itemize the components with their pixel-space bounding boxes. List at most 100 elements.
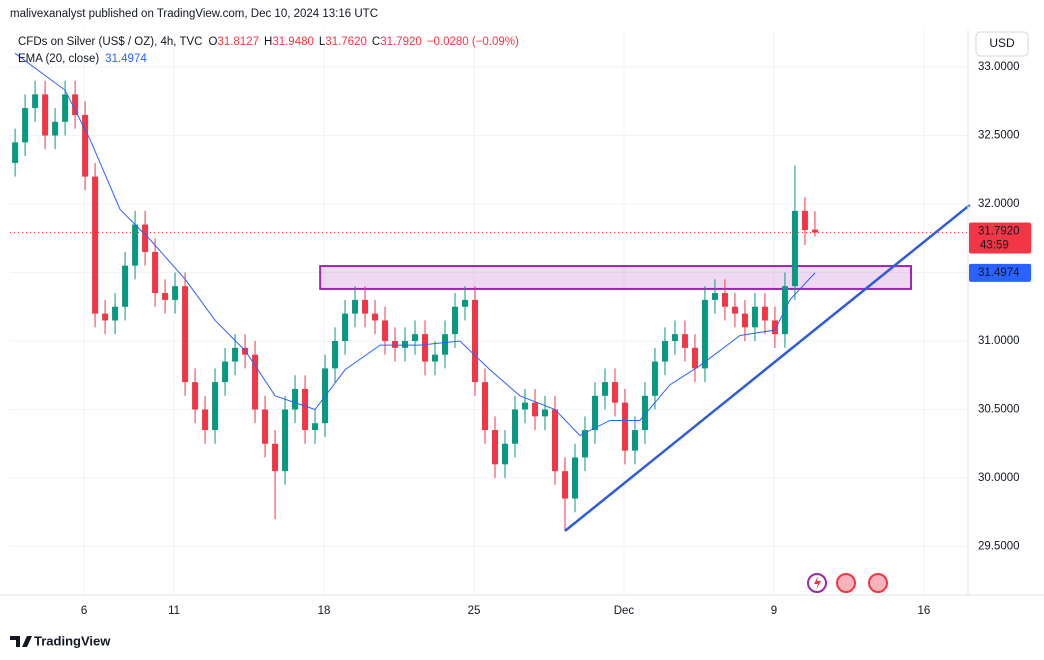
candle-body [282, 409, 289, 472]
x-tick-label: 18 [318, 605, 331, 617]
candle-body [571, 457, 578, 499]
candle-body [472, 299, 479, 383]
candle-body [521, 402, 528, 410]
currency-label[interactable]: USD [989, 36, 1015, 50]
candle-body [262, 409, 269, 444]
y-tick-label: 31.0000 [978, 335, 1020, 347]
candle-body [232, 347, 239, 362]
candle-body [511, 409, 518, 444]
last-price-label: 31.7920 [978, 226, 1020, 238]
candle-body [202, 409, 209, 431]
candle-body [581, 430, 588, 458]
y-tick-label: 33.0000 [978, 61, 1020, 73]
candle-body [212, 382, 219, 431]
ema-value: 31.4974 [105, 53, 147, 65]
candle-body [412, 334, 419, 341]
y-tick-label: 30.5000 [978, 404, 1020, 416]
candle-body [561, 471, 568, 499]
y-tick-label: 29.5000 [978, 541, 1020, 553]
event-icon[interactable] [868, 573, 888, 593]
plot [10, 52, 971, 532]
ema-name: EMA (20, close) [18, 53, 99, 65]
event-icons [807, 573, 888, 593]
candle-body [651, 361, 658, 396]
candle-body [332, 340, 339, 369]
candle-body [482, 382, 489, 431]
ema-line [14, 52, 816, 437]
x-tick-label: 11 [168, 605, 180, 617]
candle-body [541, 409, 548, 417]
candle-body [551, 409, 558, 472]
candle-body [362, 299, 369, 314]
x-tick-label: 6 [81, 605, 87, 617]
candle-body [382, 320, 389, 341]
candle-body [32, 94, 39, 109]
last-price-box [969, 222, 1031, 254]
candle-body [162, 293, 169, 300]
x-tick-label: 25 [468, 605, 481, 617]
candle-body [791, 210, 798, 287]
candle-body [731, 306, 738, 314]
candle-body [12, 142, 19, 163]
candle-body [661, 340, 668, 362]
candle-body [192, 382, 199, 410]
candle-body [631, 430, 638, 451]
candle-body [501, 443, 508, 465]
candle-body [811, 229, 818, 233]
ohlc-value: 31.7620 [325, 36, 367, 48]
candle-body [122, 265, 129, 307]
candle-body [671, 334, 678, 341]
ohlc-key: O [208, 36, 217, 48]
change: −0.0280 (−0.09%) [427, 36, 519, 48]
candle-body [292, 388, 299, 410]
brand-name: TradingView [34, 633, 111, 648]
candle-body [272, 443, 279, 472]
candle-body [172, 286, 179, 300]
candle-body [392, 340, 399, 348]
candle-body [312, 423, 319, 431]
candle-body [711, 293, 718, 300]
candle-body [801, 210, 808, 231]
ohlc-key: H [264, 36, 272, 48]
candle-body [142, 224, 149, 252]
candle-body [531, 402, 538, 417]
candle-body [52, 121, 59, 136]
currency-button[interactable] [975, 31, 1029, 57]
candle-body [102, 313, 109, 321]
event-icon-glyph [814, 576, 821, 590]
x-tick-label: 9 [771, 605, 777, 617]
candle-body [422, 334, 429, 362]
event-icon[interactable] [836, 573, 856, 593]
candle-body [701, 299, 708, 369]
candle-body [302, 388, 309, 431]
candle-body [82, 114, 89, 177]
y-tick-label: 32.0000 [978, 198, 1020, 210]
candle-body [491, 430, 498, 465]
ohlc-key: L [319, 36, 326, 48]
candle-body [611, 382, 618, 403]
candle-body [601, 382, 608, 396]
ohlc-value: 31.7920 [380, 36, 422, 48]
candle-body [132, 224, 139, 266]
trendline [564, 203, 971, 532]
candle-body [252, 354, 259, 410]
candle-body [42, 94, 49, 136]
ema-price-box [969, 263, 1031, 282]
candle-body [352, 299, 359, 314]
ohlc-value: 31.8127 [217, 36, 259, 48]
candle-body [741, 313, 748, 328]
candle-body [342, 313, 349, 341]
ema-price-label: 31.4974 [978, 267, 1020, 279]
y-tick-label: 32.5000 [978, 130, 1020, 142]
ema-legend: EMA (20, close) 31.4974 [18, 53, 147, 65]
grid [10, 30, 968, 595]
candle-body [72, 94, 79, 115]
publisher-note: malivexanalyst published on TradingView.… [10, 8, 378, 20]
candle-body [751, 306, 758, 328]
candle-body [681, 334, 688, 348]
candle-body [432, 354, 439, 362]
brand-logo: TradingView [10, 633, 111, 648]
y-tick-label: 30.0000 [978, 472, 1020, 484]
candle-body [402, 340, 409, 348]
candle-body [92, 176, 99, 314]
